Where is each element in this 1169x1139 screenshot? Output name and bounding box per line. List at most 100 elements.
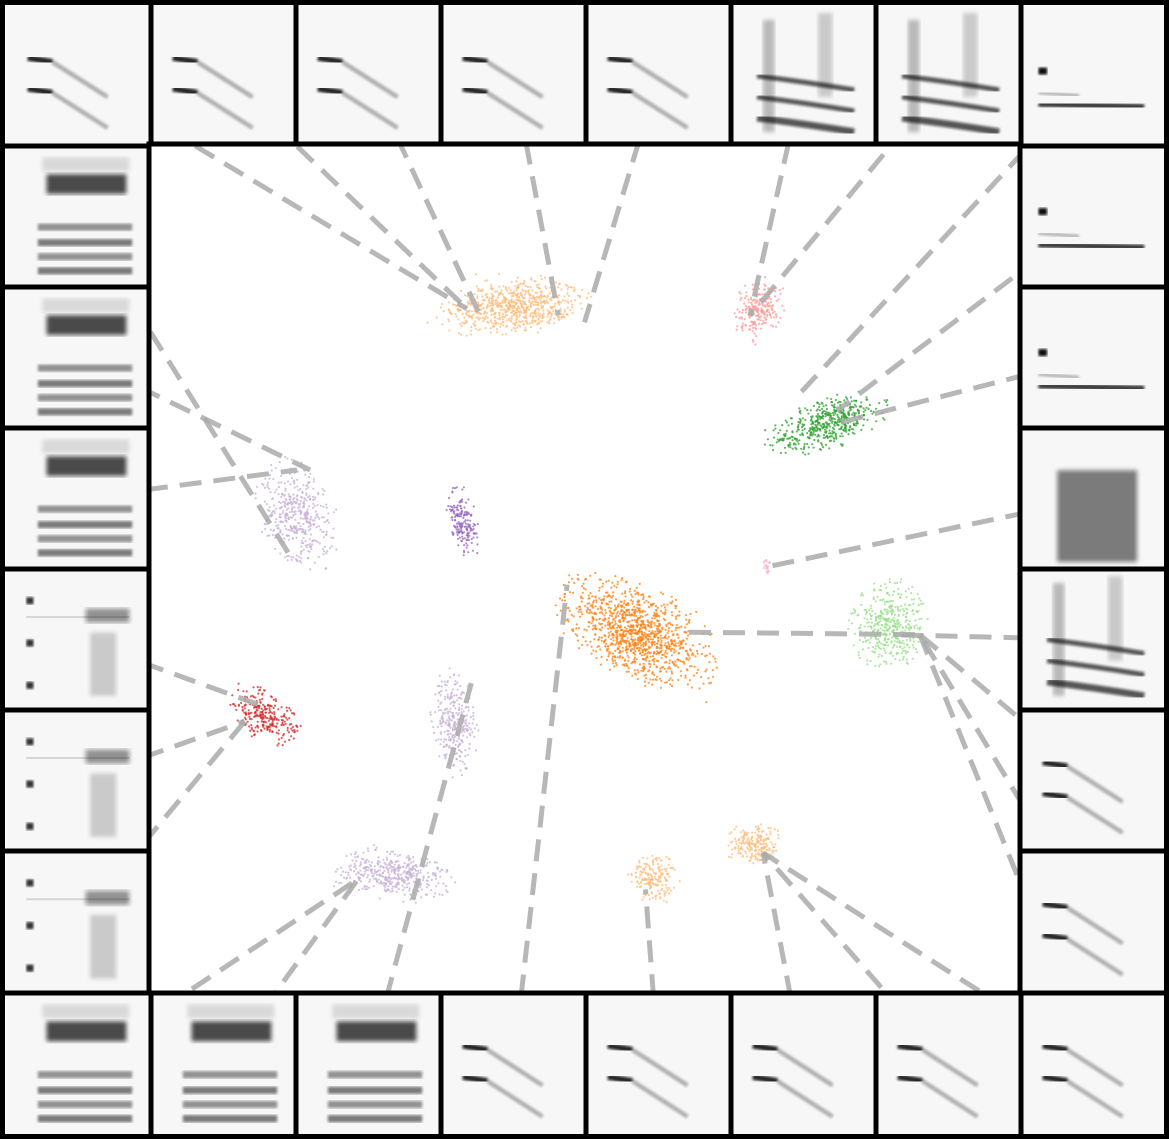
scatter-point [268, 728, 272, 731]
scatter-point [816, 428, 819, 432]
scatter-point [683, 662, 686, 665]
scatter-point [664, 611, 667, 614]
scatter-point [659, 880, 662, 884]
scatter-point [771, 444, 774, 447]
scatter-point [408, 889, 411, 892]
scatter-point [900, 651, 904, 655]
scatter-point [751, 831, 754, 834]
scatter-point [685, 618, 688, 621]
scatter-point [261, 692, 264, 695]
scatter-point [435, 861, 438, 864]
scatter-point [756, 834, 759, 837]
scatter-point [503, 297, 507, 300]
scatter-point [431, 873, 434, 876]
scatter-point [526, 305, 530, 308]
scatter-point [772, 316, 775, 319]
scatter-point [688, 618, 691, 622]
scatter-point [604, 645, 607, 648]
scatter-point [862, 424, 865, 427]
scatter-point [614, 643, 617, 646]
scatter-point [620, 610, 623, 613]
scatter-point [652, 863, 655, 866]
scatter-point [830, 421, 834, 424]
scatter-point [820, 416, 823, 419]
scatter-point [581, 584, 584, 588]
scatter-point [784, 451, 787, 454]
scatter-point [851, 431, 854, 434]
scatter-point [497, 294, 500, 297]
scatter-point [779, 292, 782, 295]
scatter-point [836, 413, 839, 417]
scatter-point [542, 305, 545, 308]
scatter-point [454, 727, 457, 730]
scatter-point [663, 890, 666, 893]
scatter-point [261, 697, 264, 701]
scatter-point [595, 601, 598, 604]
scatter-point [387, 867, 390, 870]
scatter-point [789, 417, 793, 420]
scatter-point [290, 458, 294, 461]
scatter-point [293, 728, 296, 732]
scatter-point [461, 760, 464, 763]
scatter-point [854, 609, 857, 612]
scatter-point [275, 718, 278, 721]
scatter-point [522, 323, 525, 327]
scatter-point [540, 296, 543, 299]
scatter-point [628, 590, 632, 593]
scatter-point [763, 316, 766, 319]
scatter-point [325, 530, 328, 534]
scatter-point [795, 438, 799, 441]
scatter-point [649, 678, 652, 681]
scatter-point [771, 852, 774, 855]
scatter-point [922, 602, 925, 605]
scatter-point [457, 310, 460, 313]
scatter-point [396, 883, 399, 886]
scatter-point [660, 874, 663, 877]
scatter-point [759, 834, 762, 838]
scatter-point [452, 763, 455, 767]
scatter-point [658, 875, 661, 878]
scatter-point [896, 640, 899, 644]
scatter-point [634, 638, 637, 641]
scatter-point [464, 749, 467, 752]
scatter-point [669, 667, 672, 670]
scatter-point [767, 287, 770, 290]
scatter-point [904, 603, 907, 606]
scatter-point [635, 591, 639, 594]
scatter-point [639, 637, 642, 640]
scatter-point [655, 609, 658, 612]
scatter-point [676, 614, 679, 617]
scatter-point [665, 661, 668, 664]
scatter-point [750, 842, 753, 846]
scatter-point [554, 604, 557, 607]
scatter-point [888, 605, 891, 608]
scatter-point [647, 681, 651, 684]
scatter-point [599, 629, 603, 632]
scatter-point [599, 605, 602, 608]
scatter-point [688, 657, 691, 660]
scatter-point [536, 301, 540, 304]
scatter-point [396, 860, 400, 863]
scatter-point [564, 299, 567, 302]
scatter-point [638, 609, 641, 612]
scatter-point [873, 582, 876, 585]
scatter-point [598, 586, 601, 589]
scatter-point [354, 853, 357, 856]
scatter-point [406, 864, 410, 867]
scatter-point [582, 582, 585, 585]
scatter-point [467, 523, 470, 526]
scatter-point [283, 504, 286, 507]
scatter-point [509, 292, 512, 295]
scatter-point [741, 324, 744, 327]
scatter-point [676, 633, 679, 637]
scatter-point [509, 288, 512, 292]
scatter-point [605, 602, 608, 605]
scatter-point [611, 621, 614, 624]
scatter-point [900, 604, 903, 608]
scatter-point [683, 630, 686, 634]
scatter-point [446, 681, 449, 684]
scatter-point [919, 626, 922, 629]
scatter-point [743, 831, 746, 834]
scatter-point [293, 525, 296, 528]
scatter-point [277, 524, 280, 527]
